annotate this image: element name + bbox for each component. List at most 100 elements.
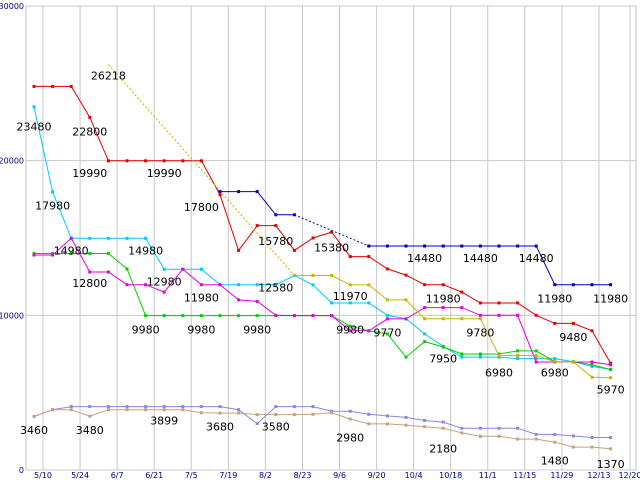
data-point bbox=[311, 283, 315, 287]
data-point bbox=[125, 267, 129, 271]
x-tick-label: 8/23 bbox=[293, 471, 311, 480]
data-point bbox=[404, 244, 408, 248]
data-point bbox=[311, 405, 315, 409]
data-point bbox=[181, 267, 185, 271]
data-point bbox=[106, 270, 110, 274]
data-point bbox=[609, 367, 613, 371]
data-point bbox=[237, 248, 241, 252]
data-point bbox=[330, 409, 334, 413]
series-line bbox=[33, 406, 611, 438]
data-label: 14980 bbox=[128, 244, 163, 257]
data-point bbox=[88, 270, 92, 274]
data-point bbox=[51, 251, 55, 255]
data-point bbox=[32, 251, 36, 255]
data-point bbox=[441, 426, 445, 430]
data-point bbox=[367, 412, 371, 416]
data-point bbox=[404, 317, 408, 321]
data-point bbox=[460, 431, 464, 435]
x-tick-label: 12/13 bbox=[587, 471, 610, 480]
data-point bbox=[590, 436, 594, 440]
data-point bbox=[460, 426, 464, 430]
data-point bbox=[125, 405, 129, 409]
data-point bbox=[571, 445, 575, 449]
data-point bbox=[274, 283, 278, 287]
data-point bbox=[144, 314, 148, 318]
data-point bbox=[516, 437, 520, 441]
data-point bbox=[255, 413, 259, 417]
data-point bbox=[460, 290, 464, 294]
data-point bbox=[497, 313, 501, 317]
data-point bbox=[441, 345, 445, 349]
data-label: 11970 bbox=[333, 290, 368, 303]
data-point bbox=[423, 283, 427, 287]
data-label: 11980 bbox=[537, 292, 572, 305]
data-label: 3580 bbox=[262, 421, 290, 434]
data-label: 3899 bbox=[150, 415, 178, 428]
y-tick-label: 30000 bbox=[0, 2, 24, 11]
data-point bbox=[534, 437, 538, 441]
data-point bbox=[181, 408, 185, 412]
data-label: 14480 bbox=[519, 252, 554, 265]
data-point bbox=[571, 434, 575, 438]
data-point bbox=[162, 314, 166, 318]
data-point bbox=[534, 349, 538, 353]
data-point bbox=[181, 405, 185, 409]
data-label: 14980 bbox=[54, 244, 89, 257]
data-label: 17800 bbox=[184, 201, 219, 214]
data-point bbox=[106, 159, 110, 163]
data-label: 19990 bbox=[147, 167, 182, 180]
data-point bbox=[144, 408, 148, 412]
series-lines bbox=[32, 64, 613, 451]
data-point bbox=[534, 432, 538, 436]
data-point bbox=[534, 357, 538, 361]
data-point bbox=[497, 354, 501, 358]
data-label: 3480 bbox=[76, 424, 104, 437]
data-point bbox=[553, 283, 557, 287]
series-line bbox=[108, 64, 295, 276]
x-tick-label: 7/19 bbox=[219, 471, 237, 480]
y-axis-ticks: 0 10000 20000 30000 bbox=[0, 2, 24, 475]
data-point bbox=[69, 236, 73, 240]
data-point bbox=[478, 244, 482, 248]
x-tick-label: 10/18 bbox=[439, 471, 462, 480]
data-point bbox=[274, 405, 278, 409]
data-point bbox=[88, 236, 92, 240]
data-label: 9980 bbox=[336, 323, 364, 336]
data-point bbox=[255, 314, 259, 318]
data-label: 26218 bbox=[91, 70, 126, 83]
data-point bbox=[237, 283, 241, 287]
data-point bbox=[385, 313, 389, 317]
data-point bbox=[32, 84, 36, 88]
data-label: 9980 bbox=[187, 323, 215, 336]
data-point bbox=[590, 360, 594, 364]
data-point bbox=[311, 236, 315, 240]
data-point bbox=[460, 317, 464, 321]
data-point bbox=[311, 412, 315, 416]
data-point bbox=[237, 314, 241, 318]
data-point bbox=[609, 361, 613, 365]
data-point bbox=[181, 159, 185, 163]
data-point bbox=[69, 405, 73, 409]
data-label: 11980 bbox=[184, 292, 219, 305]
data-label: 19990 bbox=[72, 167, 107, 180]
data-label: 3680 bbox=[206, 421, 234, 434]
data-label: 14480 bbox=[407, 252, 442, 265]
data-point bbox=[125, 283, 129, 287]
data-point bbox=[51, 253, 55, 257]
data-point bbox=[330, 411, 334, 415]
data-point bbox=[69, 84, 73, 88]
data-point bbox=[534, 313, 538, 317]
data-point bbox=[441, 283, 445, 287]
series-line bbox=[368, 245, 611, 286]
data-point bbox=[534, 360, 538, 364]
data-point bbox=[367, 301, 371, 305]
data-label: 1480 bbox=[541, 455, 569, 468]
data-point bbox=[51, 408, 55, 412]
x-tick-label: 12/20 bbox=[618, 471, 640, 480]
data-label: 23480 bbox=[17, 121, 52, 134]
data-label: 15380 bbox=[314, 241, 349, 254]
data-point bbox=[516, 301, 520, 305]
data-point bbox=[590, 364, 594, 368]
data-point bbox=[218, 411, 222, 415]
data-point bbox=[162, 159, 166, 163]
